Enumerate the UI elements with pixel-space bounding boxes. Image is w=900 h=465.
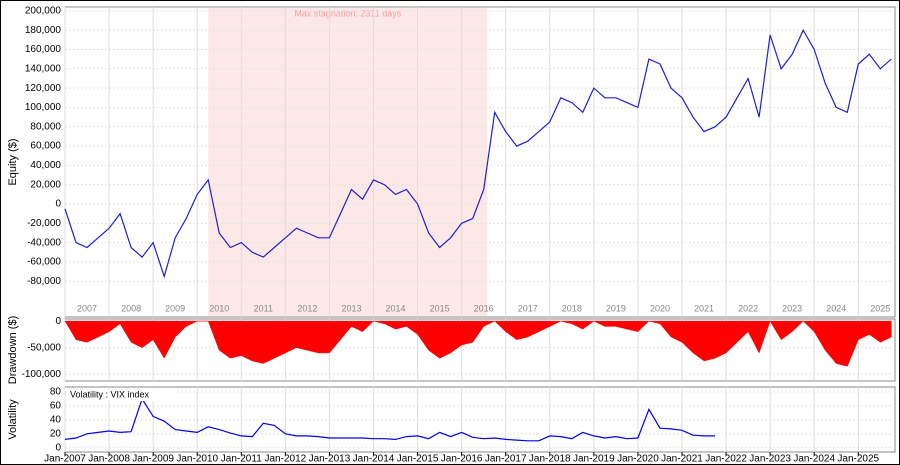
x-tick-label: Jan-2018 (529, 454, 571, 465)
y-tick-label: 60 (50, 401, 62, 412)
y-axis-label: Equity ($) (7, 138, 19, 185)
period-label: 2011 (254, 303, 273, 313)
y-tick-label: -20,000 (27, 218, 61, 229)
y-tick-label: 60,000 (30, 141, 61, 152)
x-tick-label: Jan-2007 (44, 454, 86, 465)
y-axis-label: Drawdown ($) (7, 316, 19, 384)
period-label: 2010 (209, 303, 229, 313)
y-tick-label: 40,000 (30, 160, 61, 171)
x-tick-label: Jan-2025 (837, 454, 879, 465)
x-tick-label: Jan-2012 (265, 454, 307, 465)
y-tick-label: 160,000 (25, 44, 62, 55)
y-tick-label: 0 (55, 442, 61, 453)
x-tick-label: Jan-2022 (705, 454, 747, 465)
y-tick-label: -40,000 (27, 237, 61, 248)
stagnation-band (208, 8, 488, 316)
period-label: 2013 (341, 303, 361, 313)
period-label: 2018 (562, 303, 582, 313)
y-tick-label: 0 (55, 316, 61, 327)
x-tick-label: Jan-2016 (441, 454, 483, 465)
y-axis-label: Volatility (7, 399, 19, 440)
x-tick-label: Jan-2008 (88, 454, 130, 465)
y-tick-label: 120,000 (25, 83, 62, 94)
period-label: 2024 (826, 303, 846, 313)
y-tick-label: 100,000 (25, 102, 62, 113)
y-tick-label: -50,000 (27, 342, 61, 353)
period-label: 2022 (738, 303, 758, 313)
y-tick-label: 40 (50, 414, 62, 425)
x-tick-label: Jan-2023 (749, 454, 791, 465)
period-label: 2007 (77, 303, 97, 313)
x-tick-label: Jan-2017 (485, 454, 527, 465)
y-tick-label: 80,000 (30, 121, 61, 132)
plot-area (64, 386, 896, 453)
y-tick-label: 140,000 (25, 63, 62, 74)
x-tick-label: Jan-2010 (176, 454, 218, 465)
x-tick-label: Jan-2013 (309, 454, 351, 465)
x-tick-label: Jan-2014 (353, 454, 395, 465)
period-label: 2021 (694, 303, 714, 313)
period-label: 2014 (386, 303, 406, 313)
y-tick-label: 20 (50, 428, 62, 439)
y-tick-label: 200,000 (25, 6, 62, 17)
y-tick-label: -60,000 (27, 257, 61, 268)
x-tick-label: Jan-2019 (573, 454, 615, 465)
period-label: 2020 (650, 303, 670, 313)
x-tick-label: Jan-2011 (221, 454, 262, 465)
period-label: 2012 (297, 303, 317, 313)
period-label: 2009 (165, 303, 185, 313)
y-tick-label: -100,000 (22, 369, 62, 380)
legend-label: Volatility : VIX index (70, 389, 150, 399)
series-line (64, 397, 715, 442)
period-label: 2008 (121, 303, 141, 313)
x-tick-label: Jan-2009 (132, 454, 174, 465)
legend-box (67, 389, 175, 401)
drawdown-area (64, 320, 892, 367)
y-tick-label: 20,000 (30, 179, 61, 190)
period-label: 2023 (782, 303, 802, 313)
x-tick-label: Jan-2020 (617, 454, 659, 465)
annotation: Max stagnation: 2311 days (294, 8, 401, 18)
period-label: 2016 (474, 303, 494, 313)
x-tick-label: Jan-2021 (661, 454, 703, 465)
x-tick-label: Jan-2015 (397, 454, 439, 465)
y-tick-label: 0 (55, 199, 61, 210)
x-tick-label: Jan-2024 (793, 454, 835, 465)
y-tick-label: -80,000 (27, 276, 61, 287)
y-tick-label: 80 (50, 387, 62, 398)
period-label: 2025 (870, 303, 890, 313)
y-tick-label: 180,000 (25, 25, 62, 36)
series-line (64, 28, 892, 279)
period-label: 2015 (430, 303, 450, 313)
period-label: 2019 (606, 303, 626, 313)
period-label: 2017 (518, 303, 538, 313)
